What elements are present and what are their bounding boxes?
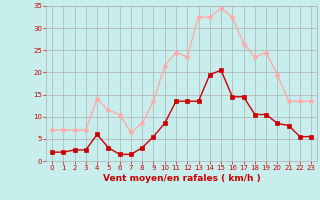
X-axis label: Vent moyen/en rafales ( km/h ): Vent moyen/en rafales ( km/h ) [103,174,260,183]
